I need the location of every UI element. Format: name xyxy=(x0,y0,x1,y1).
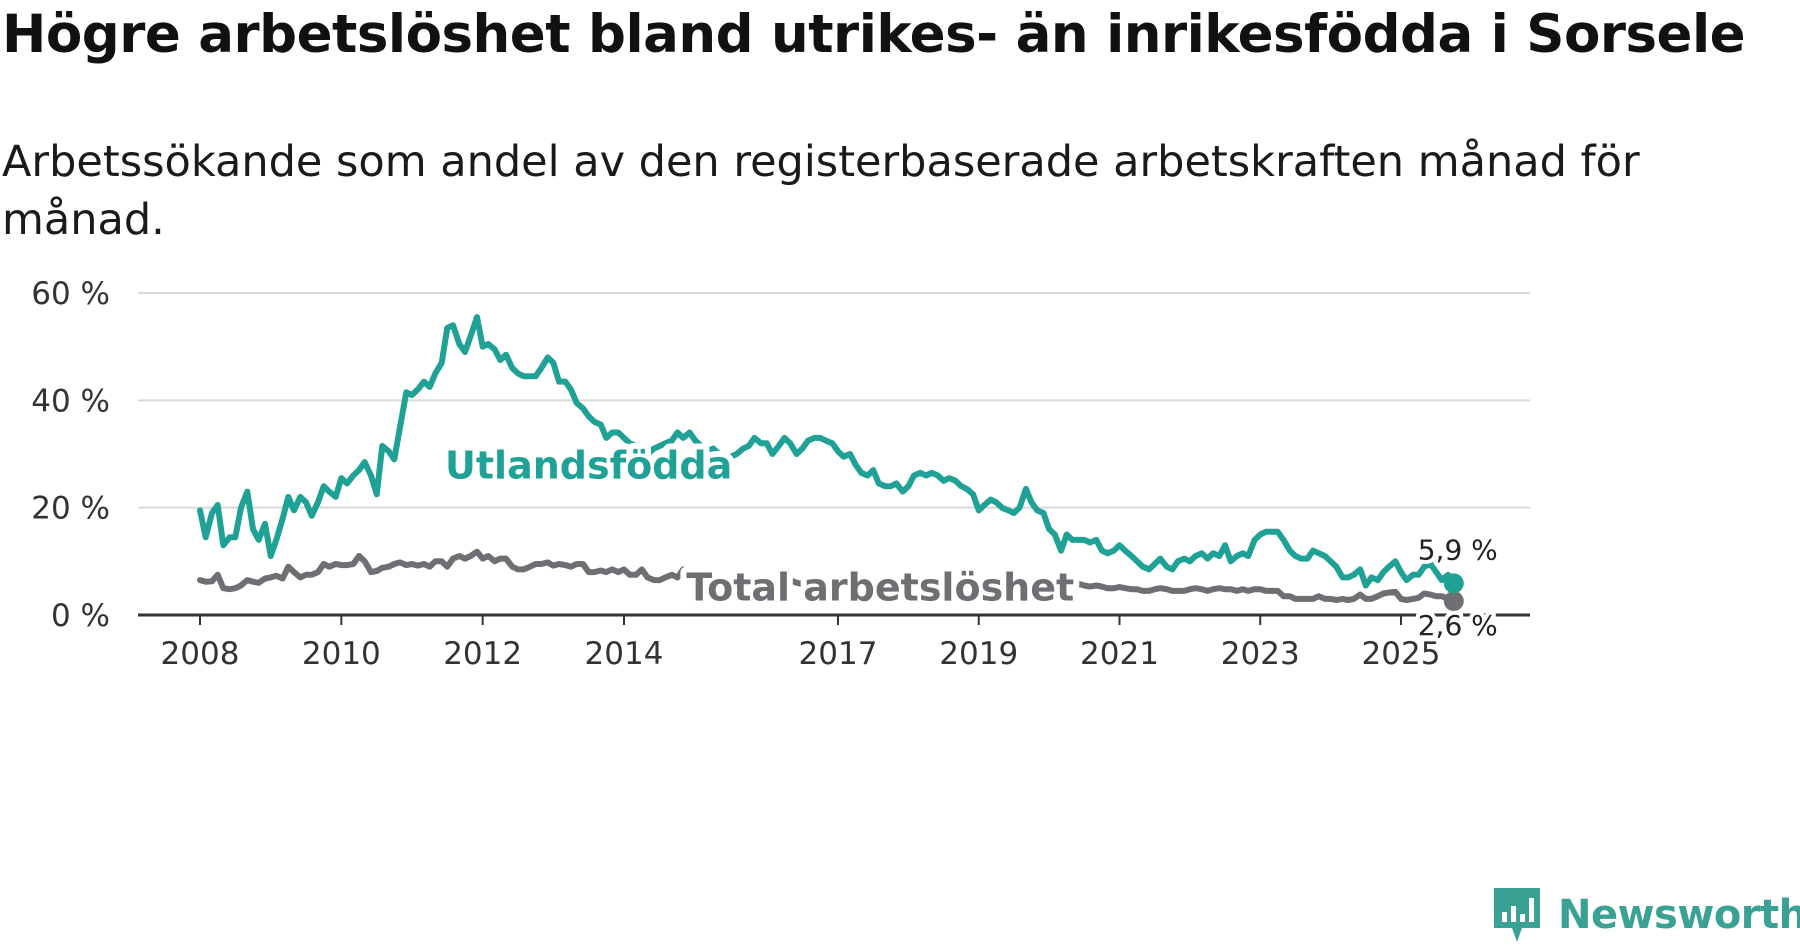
end-value-label-halo: 2,6 % xyxy=(1418,609,1498,642)
series xyxy=(197,314,1464,612)
x-tick-label: 2025 xyxy=(1362,636,1441,672)
series-label-halo: Total arbetslöshet xyxy=(686,566,1074,610)
series-line-total-arbetslöshet xyxy=(197,548,1457,604)
chart-title: Högre arbetslöshet bland utrikes- än inr… xyxy=(2,4,1746,65)
end-value-label: 2,6 % xyxy=(1418,609,1498,642)
axes: 0 % 20 % 40 % 60 % 2008 2010 2012 2014 2017 2019 2… xyxy=(31,276,1530,672)
x-tick-label: 2021 xyxy=(1080,636,1159,672)
x-tick-label: 2023 xyxy=(1221,636,1300,672)
series-end-point xyxy=(1443,591,1464,612)
y-tick-label: 0 % xyxy=(51,598,110,634)
newsworthy-logo: Newsworthy xyxy=(1490,885,1800,945)
series-label: Total arbetslöshet xyxy=(686,566,1074,610)
x-tick-label: 2019 xyxy=(939,636,1018,672)
series-line-utlandsfödda xyxy=(197,314,1457,589)
series-end-point xyxy=(1443,573,1464,594)
x-tick-label: 2010 xyxy=(302,636,381,672)
x-tick-label: 2008 xyxy=(161,636,240,672)
y-tick-label: 20 % xyxy=(31,491,110,527)
gridlines xyxy=(138,292,1530,509)
x-tick-label: 2012 xyxy=(443,636,522,672)
chart-subtitle: Arbetssökande som andel av den registerb… xyxy=(2,137,1640,245)
x-tick-label: 2017 xyxy=(799,636,878,672)
series-label: Utlandsfödda xyxy=(445,444,732,488)
y-tick-label: 60 % xyxy=(31,276,110,312)
bar-chart-icon xyxy=(1494,888,1540,942)
x-tick-label: 2014 xyxy=(585,636,664,672)
series-label-halo: Utlandsfödda xyxy=(445,444,732,488)
y-tick-label: 40 % xyxy=(31,383,110,419)
brand-name: Newsworthy xyxy=(1558,892,1800,938)
end-value-label: 5,9 % xyxy=(1418,533,1498,566)
end-value-label-halo: 5,9 % xyxy=(1418,533,1498,566)
